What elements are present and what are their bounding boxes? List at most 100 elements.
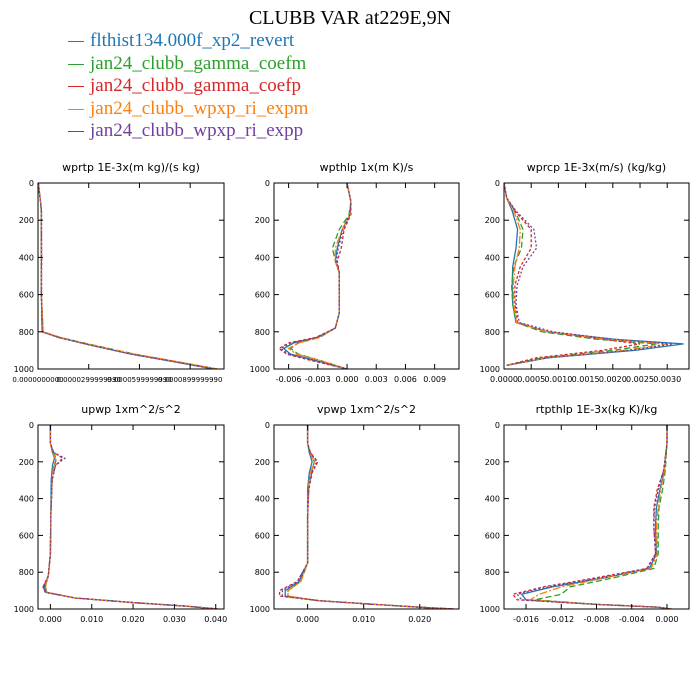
y-tick-label: 400 xyxy=(19,253,34,262)
y-tick-label: 1000 xyxy=(14,365,34,374)
x-tick-label: 0.0000000000 xyxy=(12,376,63,384)
x-tick-label: -0.012 xyxy=(548,615,574,624)
y-tick-label: 0 xyxy=(495,421,500,430)
x-tick-label: 0.0000 xyxy=(490,375,518,384)
legend-label: flthist134.000f_xp2_revert xyxy=(90,30,295,51)
y-tick-label: 600 xyxy=(19,531,34,540)
y-tick-label: 800 xyxy=(19,568,34,577)
y-tick-label: 800 xyxy=(19,328,34,337)
plot-frame xyxy=(273,424,460,610)
series-line xyxy=(287,425,454,609)
plot-frame xyxy=(503,182,690,370)
x-tick-label: 0.000 xyxy=(336,375,359,384)
y-tick-label: 0 xyxy=(495,179,500,188)
y-tick-label: 200 xyxy=(19,458,34,467)
plot-frame xyxy=(37,182,225,370)
series-line xyxy=(534,425,672,609)
series-line xyxy=(528,425,672,609)
legend-label: jan24_clubb_gamma_coefp xyxy=(90,75,302,96)
series-line xyxy=(287,425,454,609)
series-line xyxy=(281,425,454,609)
y-tick-label: 600 xyxy=(485,291,500,300)
page-title: CLUBB VAR at229E,9N xyxy=(248,7,452,29)
series-line xyxy=(289,183,352,369)
y-tick-label: 200 xyxy=(255,458,270,467)
series-line xyxy=(38,183,218,369)
y-tick-label: 200 xyxy=(255,216,270,225)
legend-entry: jan24_clubb_wpxp_ri_expp xyxy=(68,120,308,143)
x-tick-label: 0.009 xyxy=(423,375,446,384)
x-tick-label: 0.020 xyxy=(408,615,431,624)
x-tick-label: 0.010 xyxy=(80,615,103,624)
series-line xyxy=(38,183,218,369)
x-tick-label: 0.0030 xyxy=(653,375,681,384)
series-line xyxy=(504,183,641,366)
x-tick-label: -0.004 xyxy=(619,615,645,624)
series-line xyxy=(42,425,218,609)
x-tick-label: 0.040 xyxy=(204,615,227,624)
legend-label: jan24_clubb_gamma_coefm xyxy=(90,52,307,74)
y-tick-label: 600 xyxy=(255,531,270,540)
legend-swatch xyxy=(68,108,84,110)
y-tick-label: 400 xyxy=(485,253,500,262)
series-line xyxy=(42,425,218,609)
x-tick-label: -0.016 xyxy=(513,615,539,624)
y-tick-label: 200 xyxy=(485,216,500,225)
x-tick-label: 0.000 xyxy=(656,615,679,624)
chart-title: upwp 1xm^2/s^2 xyxy=(81,403,181,416)
x-tick-label: 0.0025 xyxy=(626,375,654,384)
series-line xyxy=(277,183,352,369)
x-tick-label: 0.0015 xyxy=(572,375,600,384)
series-line xyxy=(44,425,218,609)
legend: flthist134.000f_xp2_revert jan24_clubb_g… xyxy=(68,30,308,143)
plot-frame xyxy=(37,424,225,610)
y-tick-label: 800 xyxy=(485,568,500,577)
chart-panel: wprtp 1E-3x(m kg)/(s kg) 0 200 400 600 800 100… xyxy=(12,161,225,384)
series-line xyxy=(282,183,352,369)
series-line xyxy=(287,183,352,369)
y-tick-label: 800 xyxy=(255,568,270,577)
x-tick-label: 0.0010 xyxy=(544,375,572,384)
x-tick-label: 0.010 xyxy=(352,615,375,624)
legend-entry: jan24_clubb_wpxp_ri_expm xyxy=(68,98,308,121)
legend-entry: flthist134.000f_xp2_revert xyxy=(68,30,308,53)
chart-panel: vpwp 1xm^2/s^2 0 200 400 600 800 1000 0.000 0.01… xyxy=(250,403,460,624)
plot-frame xyxy=(273,182,460,370)
x-tick-label: 0.020 xyxy=(122,615,145,624)
series-line xyxy=(38,183,216,369)
legend-swatch xyxy=(68,131,84,133)
series-line xyxy=(38,183,215,369)
y-tick-label: 1000 xyxy=(250,365,270,374)
legend-entry: jan24_clubb_gamma_coefp xyxy=(68,75,308,98)
series-line xyxy=(44,425,218,609)
series-line xyxy=(43,425,218,609)
series-line xyxy=(279,183,352,369)
chart-title: wprcp 1E-3x(m/s) (kg/kg) xyxy=(527,161,666,174)
series-line xyxy=(516,425,672,609)
series-line xyxy=(278,425,454,609)
y-tick-label: 0 xyxy=(29,179,34,188)
y-tick-label: 1000 xyxy=(480,365,500,374)
chart-panel: wprcp 1E-3x(m/s) (kg/kg) 0 200 400 600 800 100… xyxy=(480,161,690,384)
x-tick-label: 0.0020 xyxy=(599,375,627,384)
chart-title: wprtp 1E-3x(m kg)/(s kg) xyxy=(62,161,200,174)
y-tick-label: 400 xyxy=(485,495,500,504)
y-tick-label: 200 xyxy=(485,458,500,467)
x-tick-label: -0.003 xyxy=(305,375,331,384)
legend-label: jan24_clubb_wpxp_ri_expm xyxy=(90,97,309,119)
y-tick-label: 1000 xyxy=(250,605,270,614)
y-tick-label: 1000 xyxy=(14,605,34,614)
x-tick-label: -0.006 xyxy=(276,375,302,384)
chart-title: rtpthlp 1E-3x(kg K)/kg xyxy=(536,403,658,416)
y-tick-label: 1000 xyxy=(480,605,500,614)
y-tick-label: 0 xyxy=(29,421,34,430)
x-tick-label: 0.0000899999990 xyxy=(158,376,223,384)
x-tick-label: 0.030 xyxy=(163,615,186,624)
y-tick-label: 600 xyxy=(255,291,270,300)
chart-panel: upwp 1xm^2/s^2 0 200 400 600 800 1000 0.000 0.01… xyxy=(14,403,228,624)
series-line xyxy=(504,183,668,366)
y-tick-label: 0 xyxy=(265,421,270,430)
y-tick-label: 400 xyxy=(255,253,270,262)
y-tick-label: 600 xyxy=(485,531,500,540)
legend-swatch xyxy=(68,63,84,65)
